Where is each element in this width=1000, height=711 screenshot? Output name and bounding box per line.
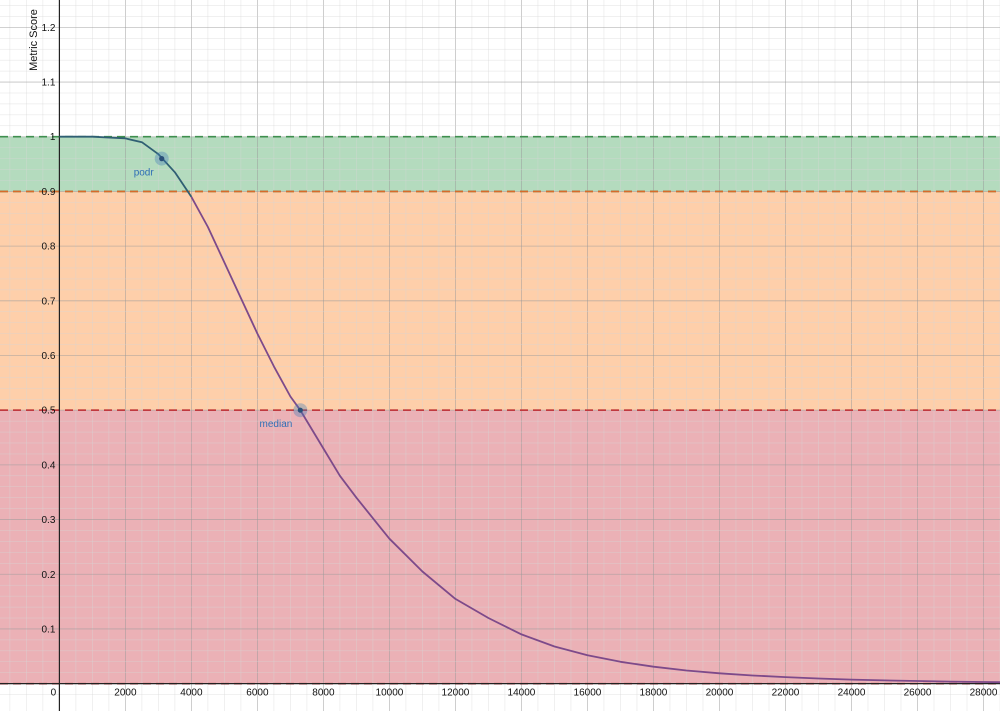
curve-segment-upper (59, 135, 193, 198)
x-tick-label: 2000 (114, 688, 137, 699)
y-tick-label: 0.1 (41, 624, 55, 635)
x-tick-label: 8000 (312, 688, 335, 699)
point-label: median (260, 419, 293, 430)
curve-points: podr median (134, 151, 308, 430)
y-tick-label: 0.5 (41, 406, 55, 417)
score-curve (59, 135, 1000, 684)
x-tick-label: 22000 (772, 688, 800, 699)
x-tick-label: 28000 (970, 688, 998, 699)
x-tick-label: 10000 (376, 688, 404, 699)
y-tick-label: 1.1 (41, 78, 55, 89)
y-tick-label: 0.6 (41, 351, 55, 362)
y-tick-label: 0.8 (41, 242, 55, 253)
y-tick-label: 0.2 (41, 570, 55, 581)
y-tick-label: 0.3 (41, 515, 55, 526)
x-tick-label: 14000 (508, 688, 536, 699)
x-tick-label: 18000 (640, 688, 668, 699)
point-median (297, 407, 303, 413)
y-tick-label: 0.9 (41, 187, 55, 198)
score-band-0 (0, 136, 1000, 192)
y-tick-label: 1 (50, 132, 56, 143)
x-tick-label: 12000 (442, 688, 470, 699)
x-tick-label: 26000 (904, 688, 932, 699)
y-axis-label: Metric Score (28, 9, 40, 71)
y-tick-label: 0.7 (41, 296, 55, 307)
y-tick-label: 1.2 (41, 23, 55, 34)
x-tick-label: 20000 (706, 688, 734, 699)
x-tick-label: 24000 (838, 688, 866, 699)
x-tick-label: 6000 (246, 688, 269, 699)
x-tick-label: 4000 (180, 688, 203, 699)
point-podr (159, 156, 165, 162)
y-tick-label: 0.4 (41, 460, 55, 471)
point-label: podr (134, 168, 155, 179)
tick-labels: 0 2000 4000 6000 8000 10000 12000 14000 16000 180… (41, 23, 997, 699)
x-tick-label: 0 (51, 688, 57, 699)
curve-segment-lower (190, 196, 1000, 684)
score-band-2 (0, 410, 1000, 684)
x-tick-label: 16000 (574, 688, 602, 699)
